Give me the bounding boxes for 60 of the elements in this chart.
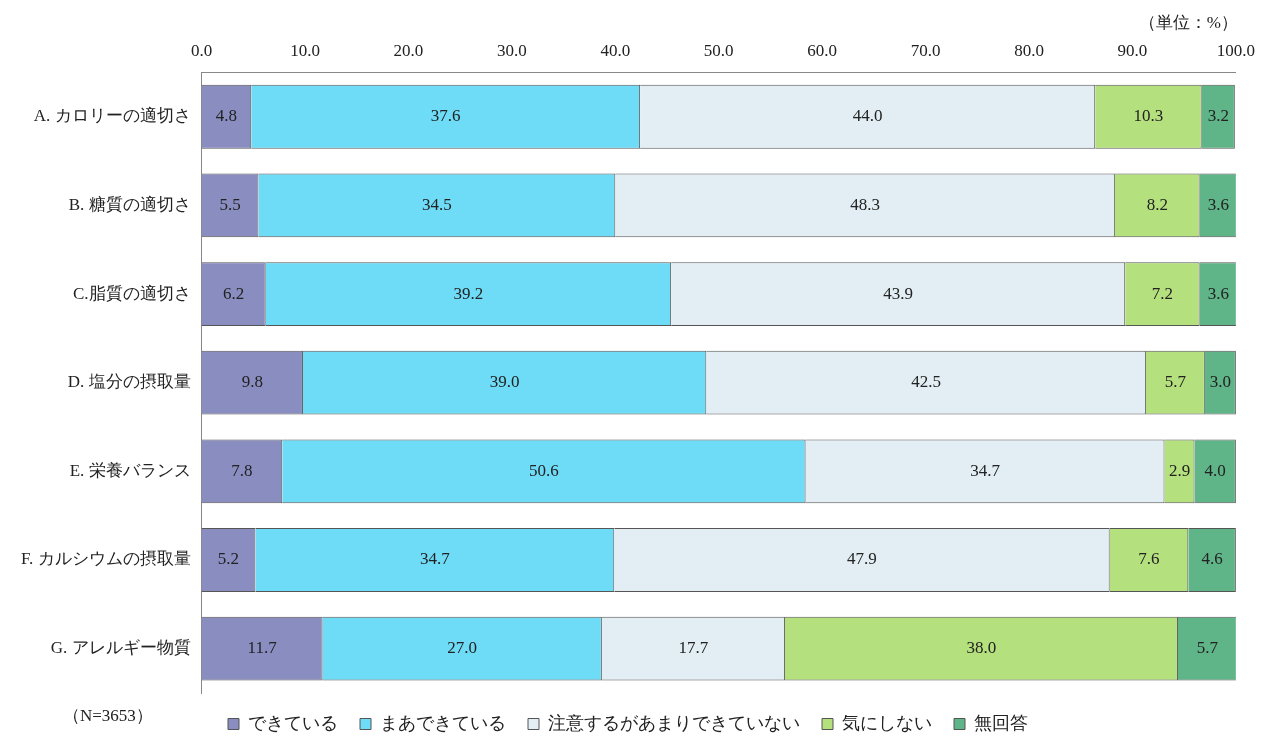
y-tick-label: A. カロリーの適切さ [33, 106, 191, 126]
data-label: 37.6 [430, 106, 461, 126]
x-tick-label: 90.0 [1117, 40, 1148, 60]
data-label: 38.0 [966, 638, 997, 658]
y-tick-label: C.脂質の適切さ [73, 283, 191, 303]
data-label: 5.7 [1196, 638, 1219, 658]
data-label: 48.3 [850, 194, 880, 214]
data-label: 27.0 [447, 638, 478, 658]
data-label: 10.3 [1133, 106, 1164, 126]
data-label: 3.2 [1207, 106, 1229, 126]
data-label: 4.8 [215, 106, 238, 126]
data-label: 42.5 [911, 372, 941, 392]
x-tick-label: 50.0 [703, 40, 734, 60]
x-tick-label: 80.0 [1014, 40, 1044, 60]
data-label: 4.0 [1204, 460, 1226, 480]
data-label: 3.0 [1209, 372, 1231, 392]
data-label: 34.5 [422, 194, 452, 214]
y-tick-label: E. 栄養バランス [69, 460, 191, 480]
x-tick-label: 20.0 [393, 40, 424, 60]
data-label: 8.2 [1146, 194, 1168, 214]
legend-label: 無回答 [974, 712, 1028, 733]
data-label: 9.8 [241, 372, 263, 392]
data-label: 39.0 [489, 372, 520, 392]
data-label: 43.9 [883, 283, 914, 303]
x-tick-label: 30.0 [497, 40, 527, 60]
data-label: 7.2 [1151, 283, 1174, 303]
data-label: 7.8 [231, 460, 253, 480]
x-tick-label: 0.0 [190, 40, 213, 60]
data-label: 17.7 [678, 638, 709, 658]
y-tick-label: F. カルシウムの摂取量 [21, 549, 191, 569]
data-label: 34.7 [970, 460, 1001, 480]
text: （単位：%） [1138, 13, 1238, 33]
data-label: 3.6 [1207, 194, 1229, 214]
data-label: 39.2 [453, 283, 484, 303]
data-label: 34.7 [419, 549, 451, 569]
x-tick-label: 10.0 [290, 40, 320, 60]
x-tick-label: 100.0 [1216, 40, 1255, 60]
x-tick-label: 70.0 [910, 40, 941, 60]
data-label: 6.2 [223, 283, 245, 303]
data-label: 5.7 [1164, 372, 1187, 392]
data-label: 5.5 [219, 194, 241, 214]
x-tick-label: 40.0 [600, 40, 631, 60]
legend-label: まあできている [380, 712, 506, 733]
y-tick-label: B. 糖質の適切さ [68, 194, 191, 214]
data-label: 47.9 [847, 549, 877, 569]
legend-label: できている [248, 712, 338, 733]
data-label: 44.0 [852, 106, 883, 126]
x-tick-label: 60.0 [807, 40, 838, 60]
legend-label: 注意するがあまりできていない [548, 712, 800, 733]
data-label: 2.9 [1168, 460, 1191, 480]
data-label: 3.6 [1207, 283, 1229, 303]
y-tick-label: D. 塩分の摂取量 [67, 372, 191, 392]
data-label: 11.7 [247, 638, 278, 658]
data-label: 50.6 [529, 460, 559, 480]
y-tick-label: G. アレルギー物質 [50, 638, 191, 658]
legend-label: 気にしない [842, 712, 932, 733]
data-label: 5.2 [217, 549, 240, 569]
data-label: 7.6 [1138, 549, 1160, 569]
text: （N=3653） [63, 706, 153, 726]
data-label: 4.6 [1201, 549, 1223, 569]
